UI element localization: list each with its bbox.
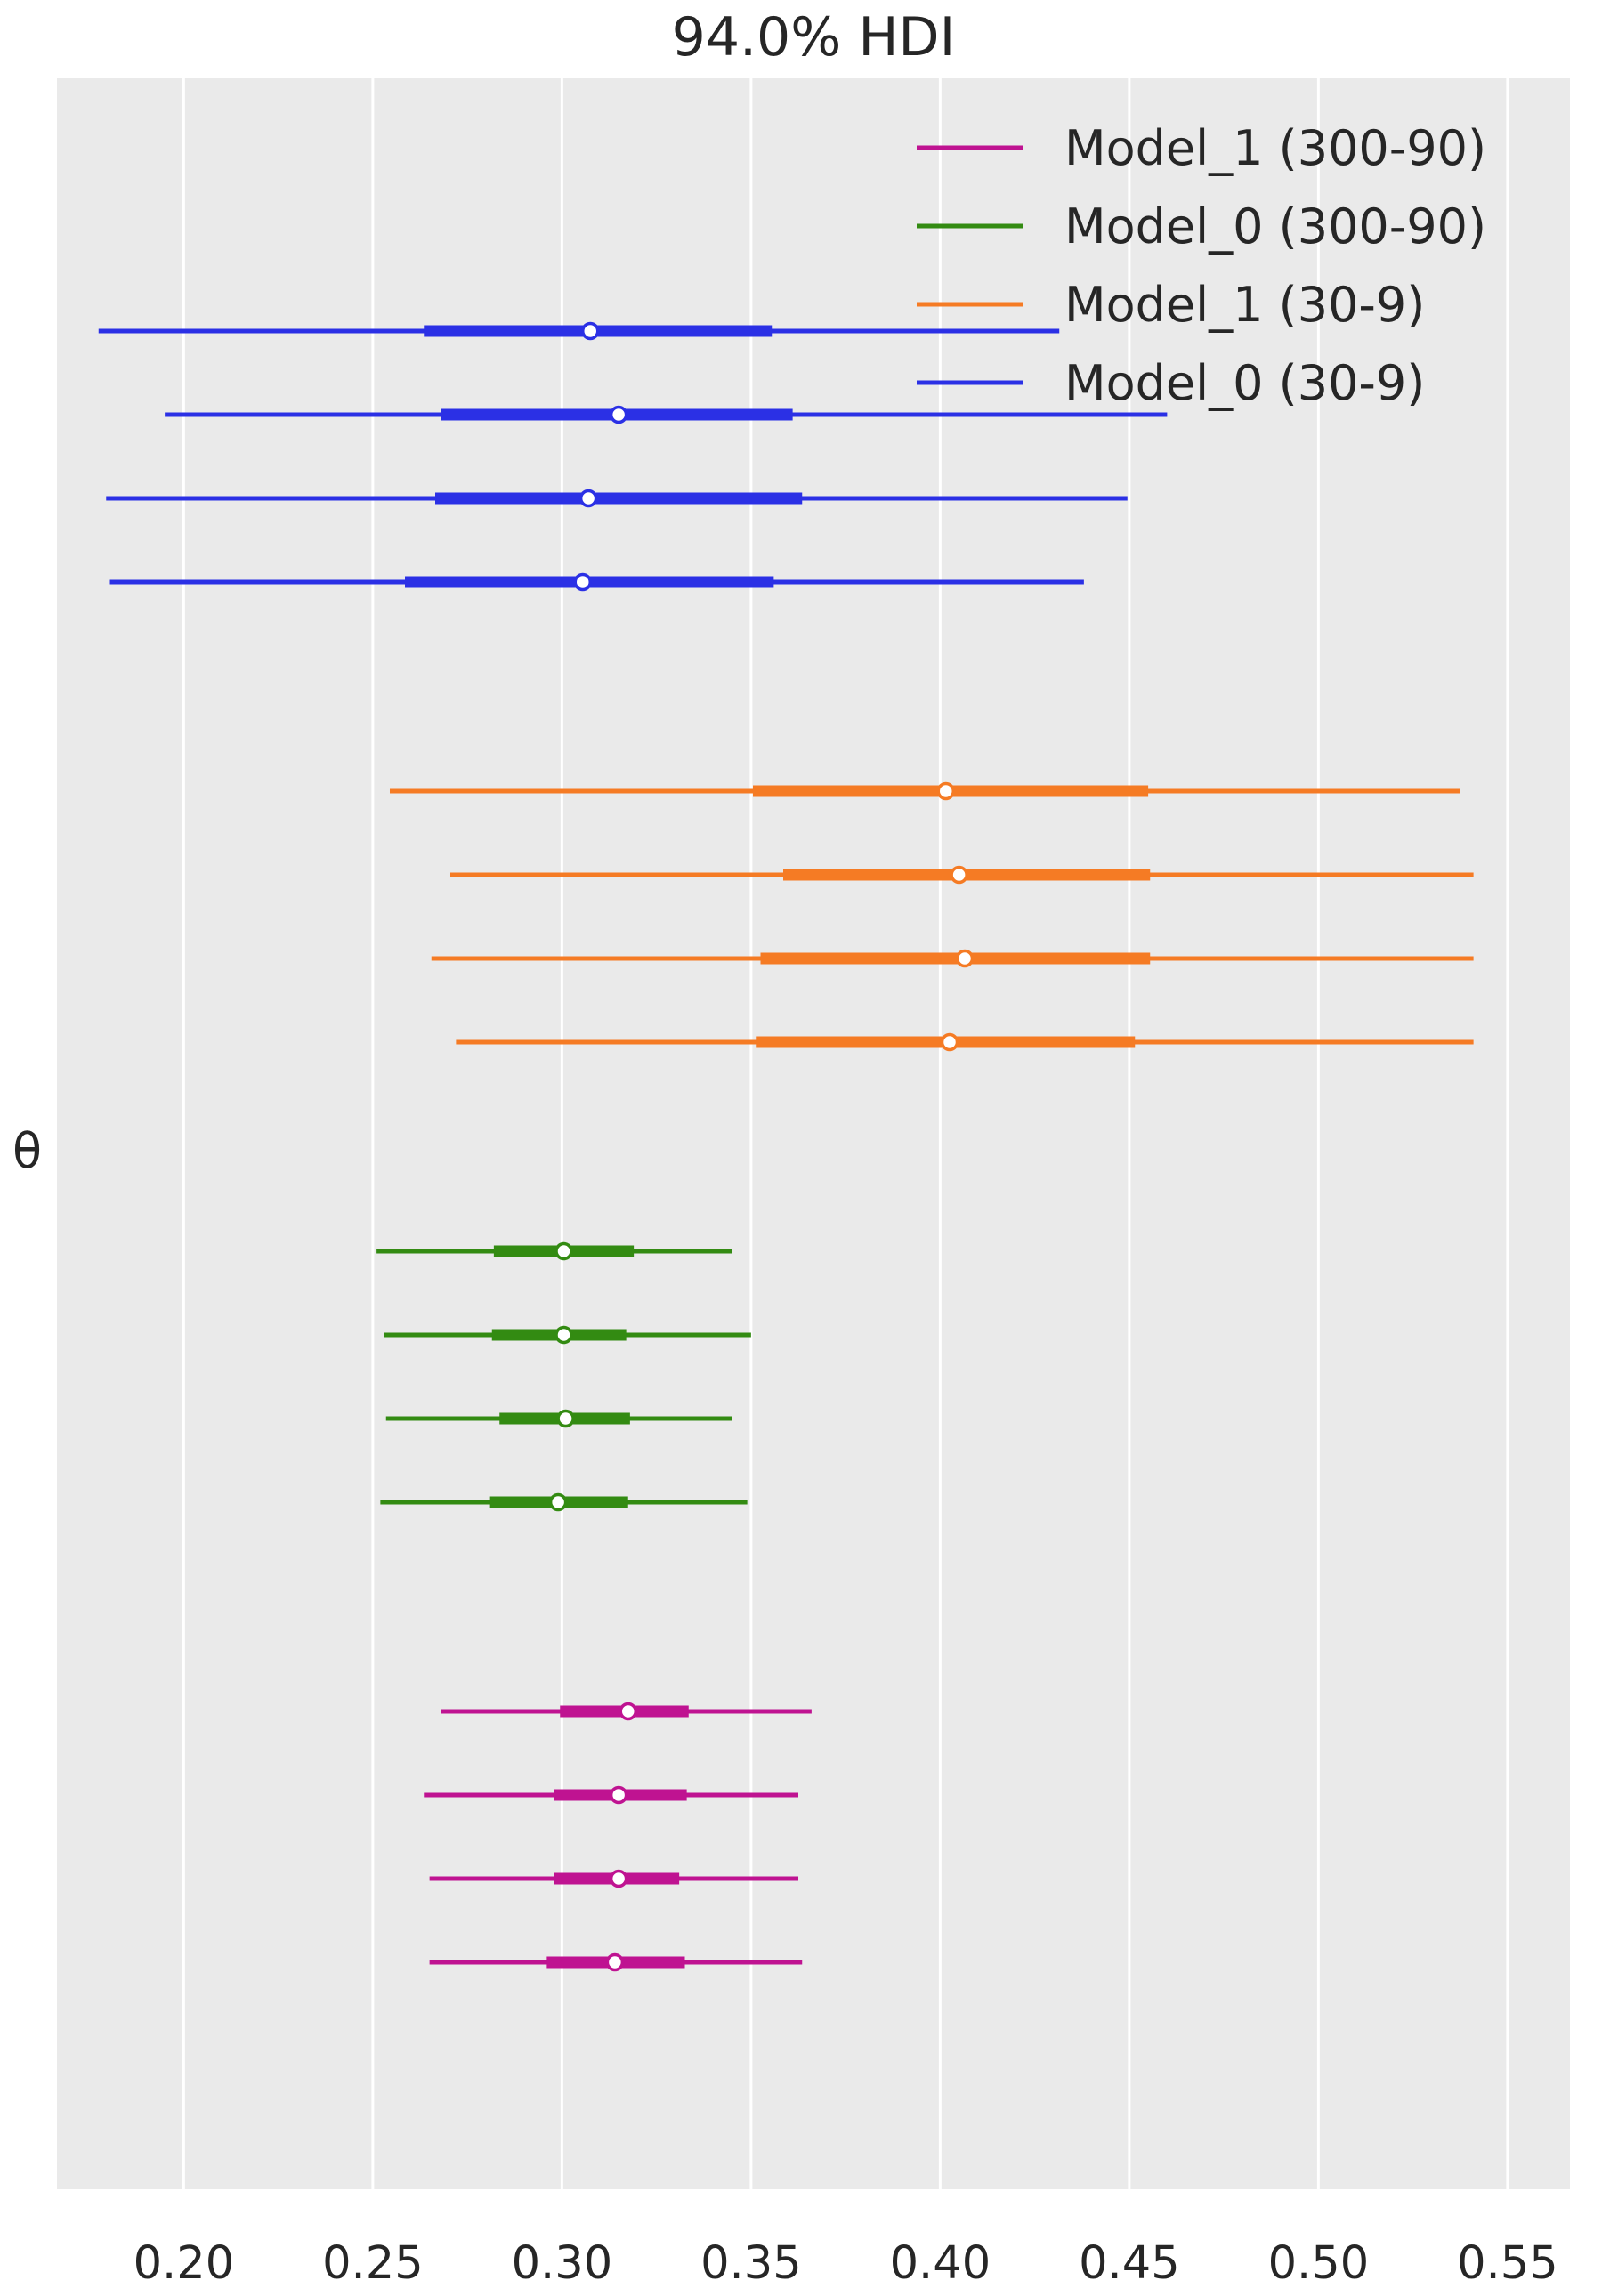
median-point xyxy=(619,1702,637,1721)
x-tick-label: 0.45 xyxy=(1079,2237,1180,2290)
median-point xyxy=(605,1952,625,1972)
median-point xyxy=(609,1785,628,1805)
series-group xyxy=(98,321,1168,592)
y-axis-label: θ xyxy=(12,1123,42,1179)
median-point xyxy=(940,1032,959,1052)
series-group xyxy=(376,1241,751,1512)
median-point xyxy=(573,572,592,592)
median-point xyxy=(609,1869,628,1888)
legend-label: Model_0 (30-9) xyxy=(1064,355,1425,411)
median-point xyxy=(554,1241,573,1261)
median-point xyxy=(554,1325,573,1345)
x-tick-label: 0.20 xyxy=(134,2237,235,2290)
x-tick-label: 0.50 xyxy=(1268,2237,1370,2290)
series-group xyxy=(390,781,1474,1052)
x-tick-label: 0.55 xyxy=(1457,2237,1558,2290)
x-tick-label: 0.40 xyxy=(890,2237,991,2290)
median-point xyxy=(950,865,968,885)
median-point xyxy=(936,781,955,801)
median-point xyxy=(581,321,600,341)
x-axis-ticks: 0.20 0.25 0.30 0.35 0.40 0.45 0.50 0.55 xyxy=(134,2237,1558,2290)
median-point xyxy=(955,949,975,968)
median-point xyxy=(556,1409,575,1428)
x-tick-label: 0.30 xyxy=(512,2237,613,2290)
hdi-intervals xyxy=(98,321,1474,1972)
legend-label: Model_0 (300-90) xyxy=(1064,198,1486,255)
x-gridlines xyxy=(182,78,1509,2189)
x-tick-label: 0.25 xyxy=(322,2237,424,2290)
median-point xyxy=(578,489,598,508)
chart-title: 94.0% HDI xyxy=(672,6,956,69)
legend-label: Model_1 (300-90) xyxy=(1064,120,1486,176)
median-point xyxy=(548,1492,568,1512)
legend: Model_1 (300-90) Model_0 (300-90) Model_1 … xyxy=(917,120,1486,411)
x-tick-label: 0.35 xyxy=(700,2237,802,2290)
legend-label: Model_1 (30-9) xyxy=(1064,277,1425,333)
series-group xyxy=(424,1702,812,1972)
median-point xyxy=(609,405,628,424)
